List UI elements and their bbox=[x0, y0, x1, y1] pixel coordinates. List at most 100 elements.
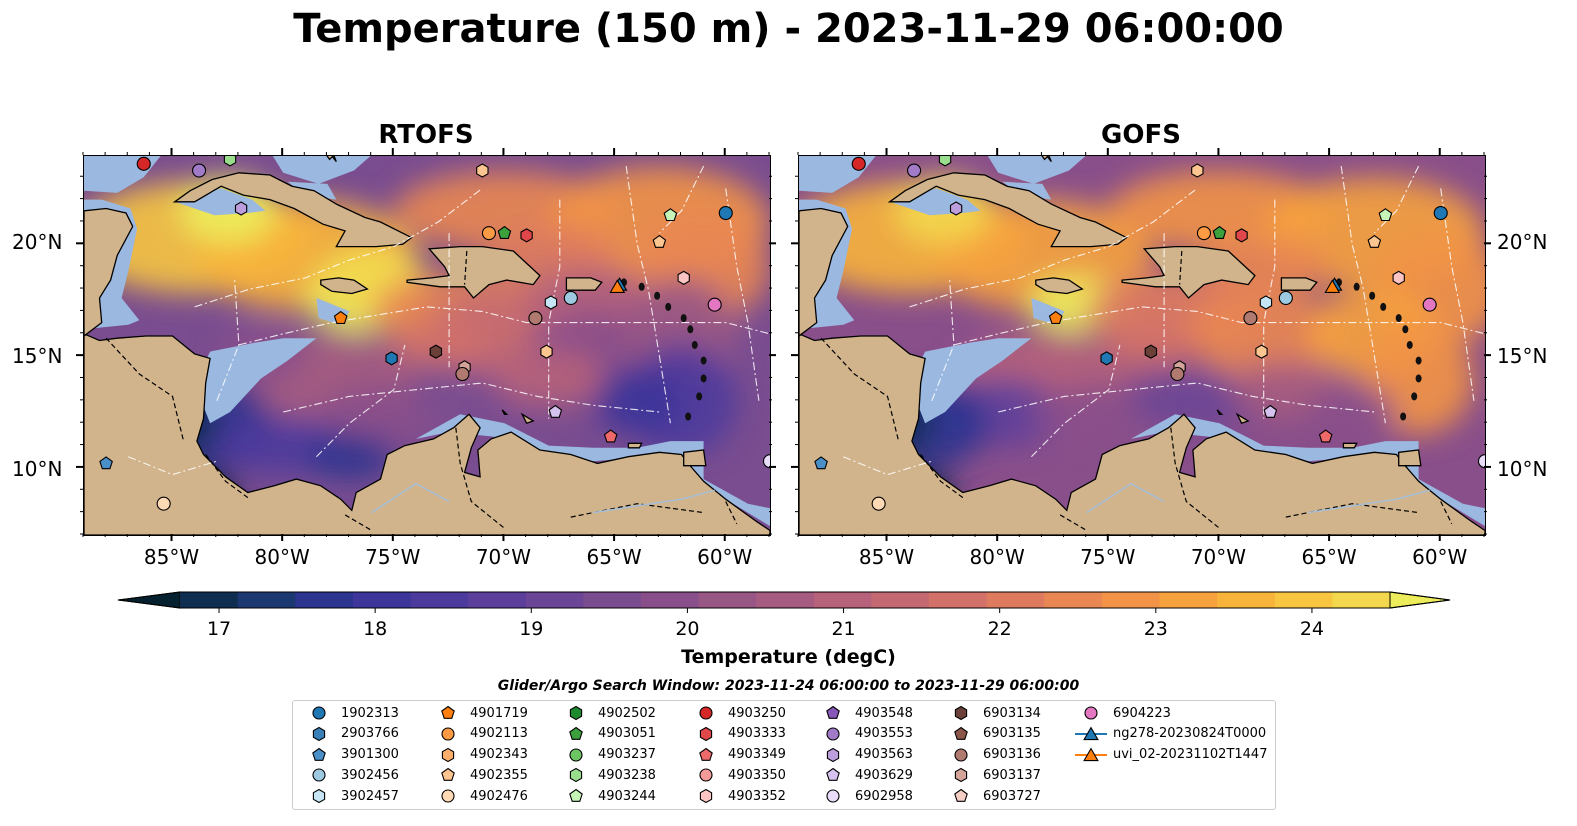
lon-label: 75°W bbox=[365, 545, 421, 569]
eez-boundary bbox=[998, 382, 1375, 413]
argo-float-marker bbox=[1100, 351, 1113, 366]
colorbar-segment bbox=[583, 592, 642, 608]
argo-float-marker bbox=[1235, 228, 1248, 243]
colorbar-tick-label: 21 bbox=[831, 618, 856, 640]
pentagon-marker-icon bbox=[441, 768, 455, 782]
legend-item: 1902313 bbox=[299, 703, 399, 723]
eez-boundary bbox=[953, 306, 1485, 346]
colorbar-segment bbox=[352, 592, 411, 608]
legend-item: 4903350 bbox=[686, 765, 786, 785]
colorbar-tick-label: 19 bbox=[519, 618, 544, 640]
legend-item-label: 4903250 bbox=[728, 705, 786, 721]
lat-label-15-left: 15°N bbox=[12, 344, 63, 368]
shelf-shallow-water bbox=[201, 338, 317, 424]
legend-item: 4903629 bbox=[813, 765, 913, 785]
legend-item: 4903051 bbox=[556, 724, 656, 744]
legend-item-label: 2903766 bbox=[341, 726, 399, 742]
legend-item-label: 4902355 bbox=[470, 767, 528, 783]
temperature-field bbox=[1108, 322, 1198, 368]
lesser-antilles-island bbox=[1406, 340, 1413, 349]
colorbar bbox=[117, 591, 1451, 613]
legend-item: 6902958 bbox=[813, 786, 913, 806]
colorbar-segment bbox=[1101, 592, 1161, 608]
country-border bbox=[344, 514, 373, 532]
argo-float-marker bbox=[563, 290, 578, 306]
hexagon-marker-icon bbox=[954, 768, 968, 783]
legend-item: 6903136 bbox=[941, 745, 1041, 765]
eez-boundary bbox=[909, 187, 1198, 308]
colorbar-segment bbox=[180, 592, 239, 608]
pentagon-marker-icon bbox=[312, 747, 326, 761]
river bbox=[592, 489, 715, 514]
eez-boundary bbox=[1340, 166, 1386, 424]
eez-boundary bbox=[659, 165, 705, 234]
country-border bbox=[920, 454, 966, 500]
legend-item: 4903237 bbox=[556, 745, 656, 765]
legend-item-label: 3901300 bbox=[341, 747, 399, 763]
country-border bbox=[1285, 503, 1419, 518]
lat-label-20-right: 20°N bbox=[1497, 230, 1548, 254]
colorbar-segment bbox=[871, 592, 930, 608]
lesser-antilles-island bbox=[665, 302, 672, 311]
legend-item-label: 4903563 bbox=[855, 747, 913, 763]
eez-boundary bbox=[238, 306, 770, 346]
legend-item-label: 4903244 bbox=[598, 788, 656, 804]
lon-label: 80°W bbox=[969, 545, 1025, 569]
land-trinidad bbox=[1398, 449, 1422, 467]
panel-title-rtofs: RTOFS bbox=[378, 120, 474, 150]
legend-item: 4903352 bbox=[686, 786, 786, 806]
lon-label: 60°W bbox=[1412, 545, 1468, 569]
land-bahamas1 bbox=[331, 156, 337, 163]
argo-float-marker bbox=[1378, 208, 1393, 222]
eez-boundary bbox=[1440, 188, 1475, 401]
lesser-antilles-island bbox=[685, 412, 692, 421]
glider-marker bbox=[609, 279, 626, 293]
argo-float-marker bbox=[871, 496, 886, 511]
map-svg-gofs bbox=[799, 156, 1485, 535]
legend-item: 4902502 bbox=[556, 703, 656, 723]
argo-float-marker bbox=[192, 163, 207, 178]
colorbar-segment bbox=[295, 592, 354, 608]
land-puertoRico bbox=[565, 277, 603, 291]
pentagon-marker-icon bbox=[826, 705, 840, 719]
lesser-antilles-island bbox=[654, 291, 661, 300]
circle-marker-icon bbox=[699, 768, 713, 782]
lat-label-10-left: 10°N bbox=[12, 457, 63, 481]
argo-float-marker bbox=[520, 228, 533, 243]
river bbox=[1307, 489, 1430, 514]
land-yucatan bbox=[84, 207, 134, 337]
legend-item: 6903137 bbox=[941, 765, 1041, 785]
eez-boundary bbox=[1263, 199, 1276, 419]
country-border bbox=[1059, 514, 1088, 532]
legend-item-label: 4903237 bbox=[598, 747, 656, 763]
argo-float-marker bbox=[814, 456, 828, 470]
glider-marker bbox=[1324, 279, 1341, 293]
land-jamaica bbox=[320, 277, 369, 295]
lon-label: 80°W bbox=[254, 545, 310, 569]
temperature-field bbox=[1130, 371, 1264, 430]
land-caribbeanCoastCA bbox=[799, 333, 1485, 535]
temperature-field bbox=[1307, 385, 1397, 439]
legend-item-label: 6904223 bbox=[1113, 705, 1171, 721]
argo-float-marker bbox=[663, 208, 678, 222]
argo-float-marker bbox=[540, 344, 553, 359]
circle-marker-icon bbox=[569, 748, 583, 762]
eez-boundary bbox=[316, 344, 406, 458]
map-svg-rtofs bbox=[84, 156, 770, 535]
river bbox=[371, 482, 450, 514]
map-panel-gofs bbox=[798, 155, 1486, 536]
argo-float-marker bbox=[544, 295, 558, 310]
land-andros bbox=[326, 156, 334, 161]
legend-item: 6903134 bbox=[941, 703, 1041, 723]
legend-item-label: 4902113 bbox=[470, 726, 528, 742]
river bbox=[1086, 482, 1165, 514]
colorbar-tick-label: 23 bbox=[1143, 618, 1168, 640]
land-margarita bbox=[627, 442, 643, 449]
legend-item: 4903238 bbox=[556, 765, 656, 785]
colorbar-segment bbox=[525, 592, 584, 608]
eez-boundary bbox=[194, 187, 483, 308]
shelf-shallow-water bbox=[916, 338, 1032, 424]
shelf-shallow-water bbox=[415, 414, 770, 527]
colorbar-segment bbox=[1274, 592, 1333, 608]
colorbar-segment bbox=[929, 592, 988, 608]
